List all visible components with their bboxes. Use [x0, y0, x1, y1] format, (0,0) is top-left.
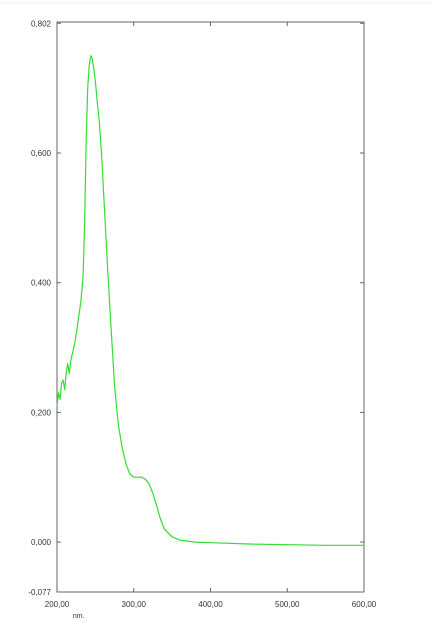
- data-point: [141, 476, 142, 478]
- y-tick-label: -0,077: [28, 588, 51, 597]
- data-point: [70, 360, 72, 361]
- data-point: [62, 379, 64, 381]
- data-point: [67, 363, 69, 365]
- data-point: [96, 97, 98, 99]
- x-tick-label: 300,00: [122, 600, 147, 609]
- series-layer: [56, 55, 365, 546]
- data-point: [59, 399, 61, 400]
- data-point: [61, 382, 62, 384]
- x-tick-label: 600,00: [352, 600, 377, 609]
- data-point: [88, 65, 90, 66]
- data-point: [110, 321, 112, 322]
- x-tick-label: 400,00: [198, 600, 223, 609]
- data-point: [121, 447, 123, 449]
- data-point: [125, 463, 127, 465]
- x-axis-label: nm.: [73, 613, 85, 620]
- data-point: [65, 373, 67, 374]
- data-point: [107, 269, 109, 271]
- data-point: [248, 543, 250, 545]
- data-point: [84, 223, 85, 225]
- data-point: [363, 544, 365, 546]
- data-point: [58, 392, 59, 394]
- data-point: [164, 528, 165, 530]
- data-point: [98, 120, 100, 121]
- series-line: [56, 55, 364, 546]
- x-axis-ticks: 200,00 300,00 400,00 500,00 600,00: [45, 22, 377, 609]
- data-point: [144, 478, 146, 480]
- x-tick-label: 200,00: [45, 600, 70, 609]
- data-point: [87, 87, 89, 89]
- data-point: [325, 544, 326, 546]
- data-point: [118, 424, 119, 426]
- data-point: [156, 506, 158, 507]
- data-point: [91, 58, 93, 60]
- data-point: [286, 544, 288, 546]
- data-point: [129, 473, 131, 475]
- y-tick-label: 0,802: [31, 19, 52, 28]
- data-point: [171, 536, 173, 538]
- data-point: [78, 317, 79, 319]
- data-point: [210, 542, 211, 544]
- data-point: [114, 386, 115, 387]
- data-point: [152, 493, 154, 494]
- data-point: [101, 152, 102, 154]
- data-point: [179, 539, 181, 541]
- data-point: [80, 301, 82, 303]
- data-point: [93, 68, 95, 70]
- data-point: [75, 334, 77, 335]
- data-point: [148, 483, 150, 485]
- data-point: [133, 476, 135, 478]
- y-tick-label: 0,600: [31, 149, 52, 158]
- data-point: [82, 275, 84, 277]
- data-point: [137, 476, 139, 478]
- data-point: [90, 55, 92, 57]
- data-point: [56, 405, 58, 407]
- data-point: [64, 389, 66, 391]
- data-point: [194, 541, 196, 543]
- y-tick-label: 0,400: [31, 279, 52, 288]
- data-point: [104, 211, 105, 212]
- data-point: [95, 81, 96, 83]
- y-axis-ticks: -0,077 0,000 0,200 0,400 0,600 0,802: [28, 19, 364, 597]
- x-tick-label: 500,00: [275, 600, 300, 609]
- y-tick-label: 0,000: [31, 538, 52, 547]
- data-point: [160, 519, 162, 520]
- y-tick-label: 0,200: [31, 408, 52, 417]
- data-point: [71, 353, 73, 355]
- data-point: [85, 139, 87, 141]
- data-point: [68, 373, 70, 374]
- data-point: [73, 347, 75, 348]
